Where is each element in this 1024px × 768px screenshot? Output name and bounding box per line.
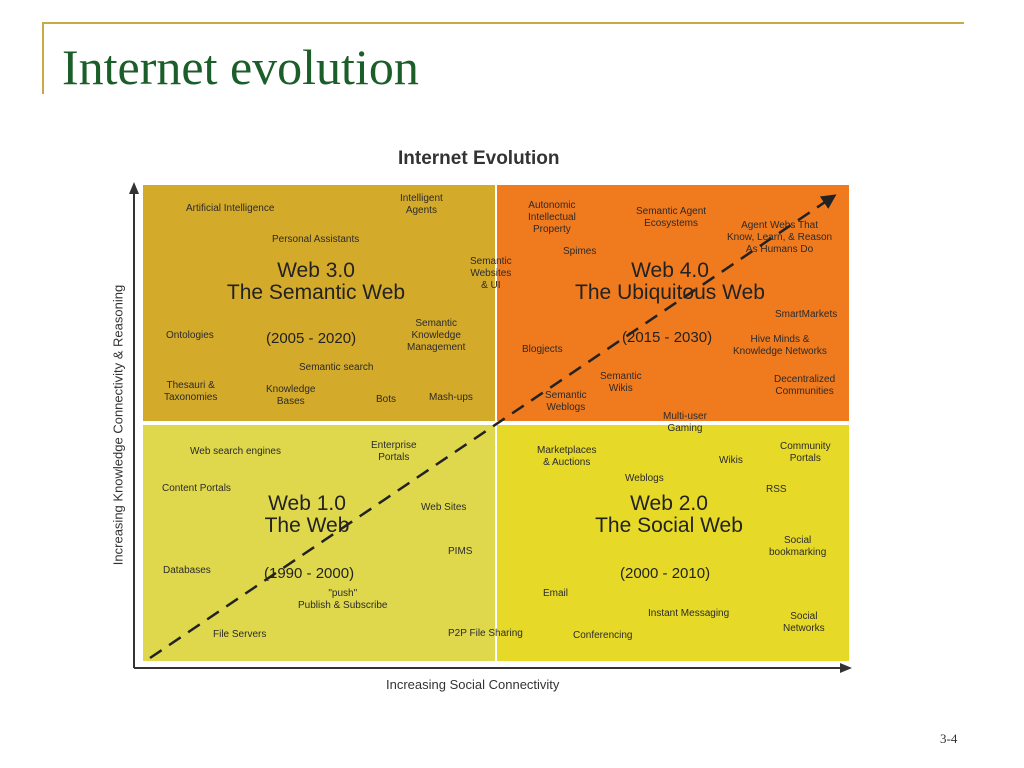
item-knowledge-bases: Knowledge Bases	[266, 384, 316, 407]
item-bots: Bots	[376, 394, 397, 405]
item-semantic-search: Semantic search	[299, 362, 374, 373]
web3-name-line2: The Semantic Web	[226, 281, 406, 304]
item-content-portals: Content Portals	[162, 483, 231, 494]
slide-frame-left-rule	[42, 22, 44, 94]
item-social-bookmarking: Social bookmarking	[769, 535, 827, 558]
web4-years: (2015 - 2030)	[622, 329, 713, 346]
web2-years: (2000 - 2010)	[620, 565, 711, 582]
item-autonomic-ip: Autonomic Intellectual Property	[528, 200, 576, 235]
quadrant-web2	[497, 425, 849, 661]
item-enterprise-portals: Enterprise Portals	[371, 440, 417, 463]
web1-years: (1990 - 2000)	[264, 565, 355, 582]
item-publish-subscribe: "push" Publish & Subscribe	[298, 588, 388, 611]
item-ontologies: Ontologies	[166, 330, 214, 341]
item-agent-webs: Agent Webs That Know, Learn, & Reason As…	[727, 220, 833, 255]
item-blogjects: Blogjects	[522, 344, 563, 355]
web3-name: Web 3.0 The Semantic Web	[211, 260, 421, 304]
y-axis-label: Increasing Knowledge Connectivity & Reas…	[110, 284, 126, 566]
item-semantic-agent-ecosystems: Semantic Agent Ecosystems	[636, 206, 707, 229]
x-axis-arrowhead	[840, 663, 852, 673]
item-spimes: Spimes	[563, 246, 597, 257]
item-marketplaces-auctions: Marketplaces & Auctions	[537, 445, 597, 468]
web1-name: Web 1.0 The Web	[230, 493, 384, 537]
web4-name: Web 4.0 The Ubiquitous Web	[557, 260, 783, 304]
item-p2p-file-sharing: P2P File Sharing	[448, 628, 523, 639]
item-hive-minds: Hive Minds & Knowledge Networks	[733, 334, 827, 357]
item-web-search-engines: Web search engines	[190, 446, 281, 457]
item-thesauri-taxonomies: Thesauri & Taxonomies	[164, 380, 218, 403]
item-conferencing: Conferencing	[573, 630, 633, 641]
y-axis-arrowhead	[129, 182, 139, 194]
item-multi-user-gaming: Multi-user Gaming	[663, 411, 707, 434]
web3-years: (2005 - 2020)	[266, 330, 357, 347]
quadrant-web4	[497, 185, 849, 421]
web2-name: Web 2.0 The Social Web	[580, 493, 758, 537]
web1-name-line1: Web 1.0	[268, 492, 346, 515]
item-weblogs: Weblogs	[625, 473, 664, 484]
web1-name-line2: The Web	[264, 514, 350, 537]
item-social-networks: Social Networks	[783, 611, 825, 634]
item-intelligent-agents: Intelligent Agents	[400, 193, 443, 216]
item-email: Email	[543, 588, 569, 599]
x-axis-label: Increasing Social Connectivity	[386, 677, 560, 692]
web3-name-line1: Web 3.0	[277, 259, 355, 282]
diagram-title: Internet Evolution	[398, 148, 560, 169]
item-personal-assistants: Personal Assistants	[272, 234, 360, 245]
item-wikis: Wikis	[719, 455, 743, 466]
web4-name-line2: The Ubiquitous Web	[575, 281, 765, 304]
web4-name-line1: Web 4.0	[631, 259, 709, 282]
item-semantic-knowledge-management: Semantic Knowledge Management	[407, 318, 466, 353]
item-artificial-intelligence: Artificial Intelligence	[186, 203, 275, 214]
item-rss: RSS	[766, 484, 787, 495]
item-semantic-websites: Semantic Websites & UI	[470, 256, 512, 291]
item-web-sites: Web Sites	[421, 502, 467, 513]
evolution-trend-arrow	[149, 194, 837, 660]
item-mash-ups: Mash-ups	[429, 392, 473, 403]
item-community-portals: Community Portals	[780, 441, 831, 464]
slide-frame-top-rule	[42, 22, 964, 24]
item-semantic-wikis: Semantic Wikis	[600, 371, 642, 394]
item-pims: PIMS	[448, 546, 473, 557]
slide-title: Internet evolution	[62, 39, 419, 95]
item-semantic-weblogs: Semantic Weblogs	[545, 390, 587, 413]
item-smartmarkets: SmartMarkets	[775, 309, 838, 320]
item-databases: Databases	[163, 565, 211, 576]
web2-name-line2: The Social Web	[595, 514, 743, 537]
page-number: 3-4	[940, 731, 958, 746]
web2-name-line1: Web 2.0	[630, 492, 708, 515]
quadrant-web3	[143, 185, 495, 421]
item-decentralized-communities: Decentralized Communities	[774, 374, 836, 397]
item-instant-messaging: Instant Messaging	[648, 608, 730, 619]
item-file-servers: File Servers	[213, 629, 267, 640]
